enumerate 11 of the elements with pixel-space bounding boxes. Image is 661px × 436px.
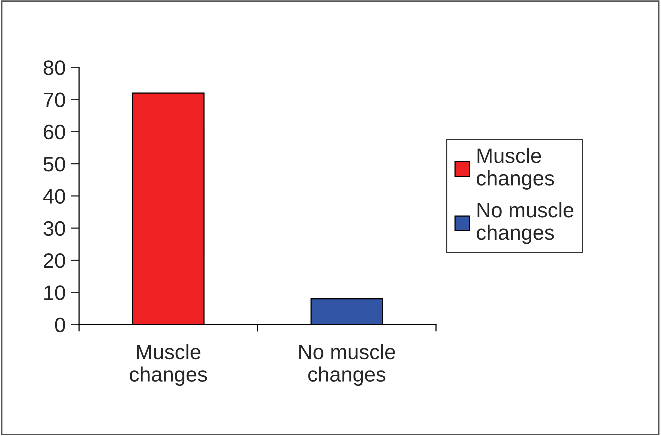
y-tick-label: 20: [44, 254, 66, 268]
y-tick-label: 0: [55, 318, 66, 333]
y-tick-label: 10: [44, 286, 66, 300]
y-tick-label: 50: [44, 157, 66, 172]
y-tick-label: 60: [44, 124, 66, 140]
y-tick-label: 70: [44, 92, 66, 108]
y-tick-label: 80: [44, 60, 66, 76]
legend-label: Muscle changes: [477, 148, 554, 190]
y-tick-label: 40: [43, 189, 66, 204]
y-tick-label: 30: [44, 221, 66, 236]
legend-label: No muscle changes: [477, 202, 574, 244]
